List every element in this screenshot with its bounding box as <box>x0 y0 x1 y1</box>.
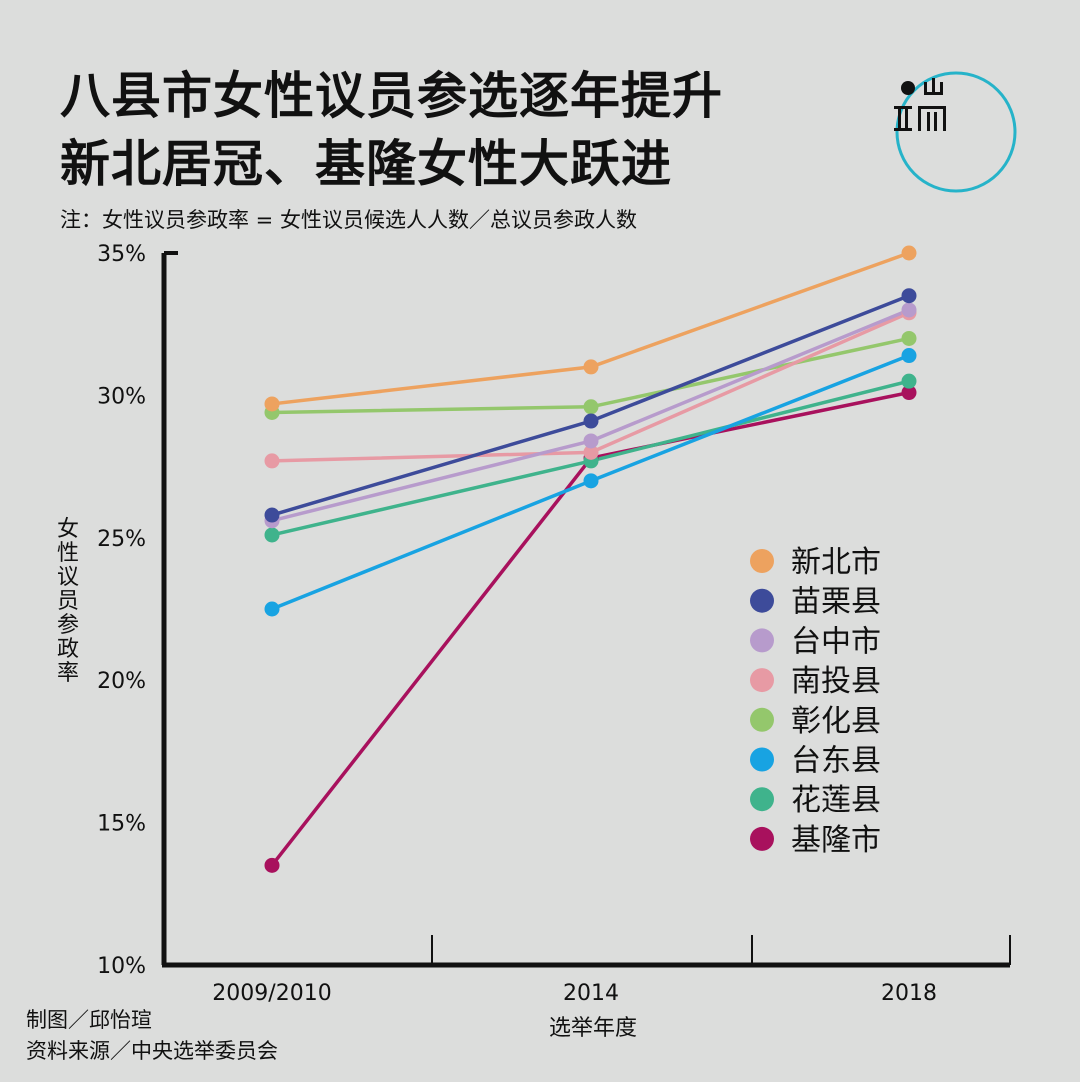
formula-note: 注：女性议员参政率 = 女性议员候选人人数／总议员参政人数 <box>60 208 637 232</box>
source-text: 资料来源／中央选举委员会 <box>26 1039 278 1063</box>
data-point-台中市 <box>583 433 599 449</box>
x-tick-label: 2009/2010 <box>212 981 331 1006</box>
legend-label: 苗栗县 <box>791 585 881 620</box>
data-point-苗栗县 <box>901 288 917 304</box>
logo-icon <box>894 71 1017 193</box>
legend-marker-南投县 <box>750 668 774 693</box>
data-point-台中市 <box>901 302 917 318</box>
data-point-新北市 <box>264 396 280 412</box>
x-tick-label: 2014 <box>563 981 619 1006</box>
legend-label: 台东县 <box>791 744 881 779</box>
y-tick-label: 30% <box>97 384 146 409</box>
legend-label: 花莲县 <box>791 783 881 818</box>
y-tick-label: 25% <box>97 527 146 552</box>
legend-marker-彰化县 <box>750 707 774 732</box>
data-point-彰化县 <box>583 399 599 415</box>
data-point-苗栗县 <box>583 413 599 429</box>
data-point-花莲县 <box>901 373 917 389</box>
title-line-2: 新北居冠、基隆女性大跃进 <box>60 134 672 193</box>
data-point-花莲县 <box>264 527 280 543</box>
legend-marker-花莲县 <box>750 787 774 812</box>
data-point-台东县 <box>264 601 280 617</box>
data-point-基隆市 <box>264 857 280 873</box>
data-point-苗栗县 <box>264 507 280 523</box>
legend-marker-苗栗县 <box>750 588 774 613</box>
legend-marker-基隆市 <box>750 826 774 851</box>
chart-title: 八县市女性议员参选逐年提升 新北居冠、基隆女性大跃进 <box>60 62 723 198</box>
y-tick-label: 15% <box>97 812 146 837</box>
legend-marker-新北市 <box>750 549 774 573</box>
data-point-基隆市 <box>901 385 917 401</box>
data-point-台东县 <box>583 473 599 489</box>
legend-marker-台中市 <box>750 628 774 653</box>
legend-label: 基隆市 <box>791 823 881 858</box>
legend-label: 南投县 <box>791 664 881 699</box>
x-tick-label: 2018 <box>881 981 937 1006</box>
y-axis-label: 女性议员参政率 <box>57 517 79 686</box>
legend-marker-台东县 <box>750 747 774 772</box>
data-point-南投县 <box>264 453 280 469</box>
x-axis-label: 选举年度 <box>549 1016 637 1041</box>
data-point-南投县 <box>583 444 599 460</box>
data-point-新北市 <box>901 245 917 261</box>
title-line-1: 八县市女性议员参选逐年提升 <box>60 66 723 125</box>
legend-label: 台中市 <box>791 624 881 659</box>
legend-label: 新北市 <box>791 545 881 580</box>
data-point-台东县 <box>901 348 917 364</box>
y-tick-label: 20% <box>97 669 146 694</box>
credit-text: 制图／邱怡瑄 <box>26 1008 152 1032</box>
data-point-新北市 <box>583 359 599 375</box>
y-tick-label: 35% <box>97 242 146 267</box>
data-point-彰化县 <box>901 330 917 346</box>
legend-label: 彰化县 <box>791 704 881 739</box>
series-line-新北市 <box>271 251 910 406</box>
y-tick-label: 10% <box>97 954 146 979</box>
